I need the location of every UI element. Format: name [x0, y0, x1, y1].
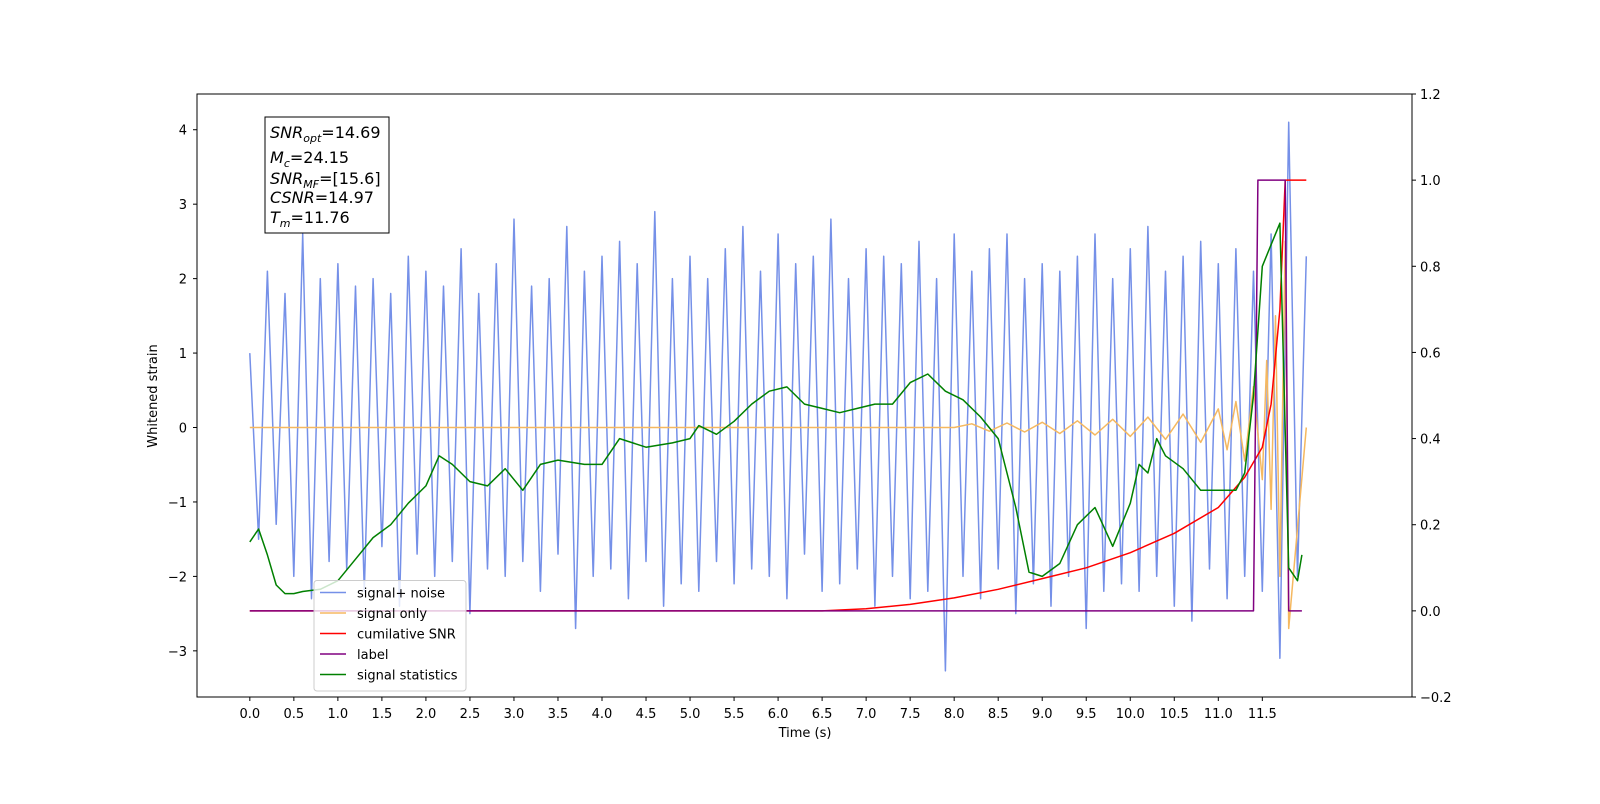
y-tick-label: 0: [179, 422, 187, 437]
y2-tick-label: 0.0: [1420, 605, 1441, 620]
y-tick-label: −2: [168, 570, 187, 585]
annotation: Tm=11.76: [270, 208, 350, 230]
annotation: SNRMF=[15.6]: [270, 169, 381, 191]
legend-label: cumilative SNR: [357, 628, 456, 643]
y2-tick-label: 0.8: [1420, 260, 1441, 275]
x-tick-label: 8.5: [988, 707, 1009, 722]
legend-label: signal only: [357, 607, 427, 622]
annotation-sub: m: [280, 217, 291, 230]
legend-label: signal+ noise: [357, 587, 445, 602]
annotation-sub: c: [284, 157, 290, 170]
y2-tick-label: 0.4: [1420, 433, 1441, 448]
annotation-value: =11.76: [291, 208, 350, 227]
y-tick-label: 4: [179, 124, 187, 139]
annotation-name: CSNR: [270, 188, 315, 207]
annotation-name: SNR: [270, 123, 303, 142]
y-tick-label: 2: [179, 273, 187, 288]
series-line: [249, 179, 1302, 612]
x-tick-label: 5.0: [680, 707, 701, 722]
annotation: SNRopt=14.69: [270, 123, 381, 145]
x-axis-label: Time (s): [778, 726, 832, 741]
series-line: [249, 179, 1307, 612]
x-tick-label: 7.0: [856, 707, 877, 722]
y-tick-label: 3: [179, 198, 187, 213]
annotation-name: T: [270, 208, 281, 227]
annotation-value: =[15.6]: [319, 169, 381, 188]
x-tick-label: 9.5: [1076, 707, 1097, 722]
annotation-name: M: [270, 148, 284, 167]
y2-tick-label: −0.2: [1420, 691, 1452, 706]
x-tick-label: 11.5: [1248, 707, 1277, 722]
x-tick-label: 10.0: [1116, 707, 1145, 722]
annotation-name: SNR: [270, 169, 303, 188]
x-tick-label: 5.5: [724, 707, 745, 722]
y-tick-label: −1: [168, 496, 187, 511]
legend-frame: [313, 580, 467, 692]
annotation-box: SNRopt=14.69Mc=24.15SNRMF=[15.6]CSNR=14.…: [264, 116, 390, 234]
series-line: [249, 222, 1303, 595]
y2-tick-label: 1.2: [1420, 88, 1441, 103]
x-tick-label: 7.5: [900, 707, 921, 722]
y2-tick-label: 0.2: [1420, 519, 1441, 534]
x-tick-label: 2.5: [460, 707, 481, 722]
x-tick-label: 3.0: [504, 707, 525, 722]
x-tick-label: 6.0: [768, 707, 789, 722]
x-tick-label: 6.5: [812, 707, 833, 722]
y2-tick-label: 0.6: [1420, 346, 1441, 361]
x-tick-label: 3.5: [548, 707, 569, 722]
x-tick-label: 1.0: [328, 707, 349, 722]
series-line: [249, 121, 1308, 672]
x-tick-label: 9.0: [1032, 707, 1053, 722]
series-line: [249, 240, 1308, 630]
x-tick-label: 0.5: [284, 707, 305, 722]
plot-frame: [196, 93, 1413, 698]
legend-label: signal statistics: [357, 669, 458, 684]
y-axis-label: Whitened strain: [146, 344, 161, 447]
legend-label: label: [357, 648, 388, 663]
x-tick-label: 10.5: [1160, 707, 1189, 722]
x-tick-label: 4.5: [636, 707, 657, 722]
annotation-value: =24.15: [290, 148, 349, 167]
annotation-frame: [264, 116, 390, 234]
y2-tick-label: 1.0: [1420, 174, 1441, 189]
x-tick-label: 1.5: [372, 707, 393, 722]
y-tick-label: 1: [179, 347, 187, 362]
legend: signal+ noise signal only cumilative SNR la…: [313, 580, 467, 692]
x-tick-label: 0.0: [239, 707, 260, 722]
annotation-value: =14.97: [315, 188, 374, 207]
annotation-value: =14.69: [321, 123, 380, 142]
annotation-sub: opt: [303, 132, 322, 145]
y-tick-label: −3: [168, 645, 187, 660]
x-tick-label: 4.0: [592, 707, 613, 722]
x-tick-label: 2.0: [416, 707, 437, 722]
annotation-sub: MF: [303, 178, 319, 191]
annotation: Mc=24.15: [270, 148, 349, 170]
annotation: CSNR=14.97: [270, 188, 374, 207]
x-tick-label: 8.0: [944, 707, 965, 722]
x-tick-label: 11.0: [1204, 707, 1233, 722]
